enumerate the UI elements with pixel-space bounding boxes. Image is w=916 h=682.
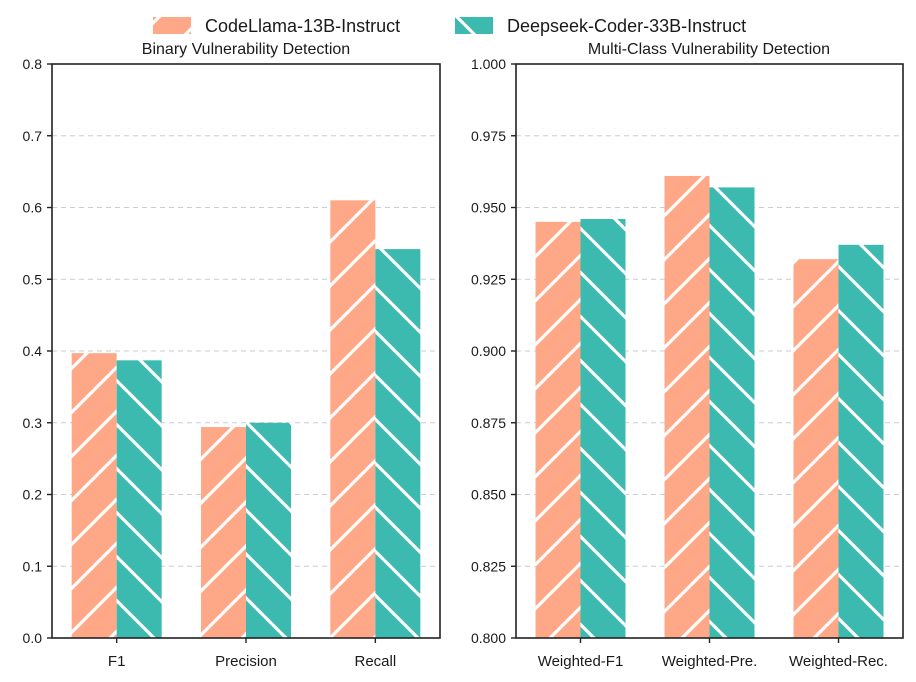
multiclass-ytick-label: 0.950 — [471, 200, 506, 216]
binary-ytick-label: 0.0 — [23, 630, 43, 646]
multiclass-bar-codellama-weighted-f1 — [535, 221, 581, 638]
multiclass-bar-codellama-weighted-pre — [664, 175, 710, 638]
multiclass-detection-title: Multi-Class Vulnerability Detection — [588, 41, 830, 58]
legend-swatch-deepseek — [455, 17, 493, 34]
binary-detection-title: Binary Vulnerability Detection — [142, 41, 350, 58]
binary-ytick-label: 0.4 — [23, 343, 43, 359]
binary-ytick-label: 0.1 — [23, 558, 43, 574]
binary-ytick-label: 0.7 — [23, 128, 43, 144]
binary-ytick-label: 0.6 — [23, 200, 43, 216]
multiclass-ytick-label: 0.800 — [471, 630, 506, 646]
binary-bar-deepseek-f1 — [116, 360, 162, 638]
legend-label-deepseek: Deepseek-Coder-33B-Instruct — [507, 16, 746, 36]
binary-xtick-label-f1: F1 — [108, 653, 126, 670]
multiclass-ytick-label: 1.000 — [471, 56, 506, 72]
binary-xtick-label-recall: Recall — [354, 653, 396, 670]
multiclass-ytick-label: 0.825 — [471, 558, 506, 574]
multiclass-bar-deepseek-weighted-pre — [709, 187, 755, 638]
multiclass-bar-deepseek-weighted-f1 — [580, 218, 626, 639]
multiclass-xtick-label-weighted-rec: Weighted-Rec. — [789, 653, 888, 670]
binary-bar-codellama-f1 — [71, 353, 117, 638]
legend-label-codellama: CodeLlama-13B-Instruct — [205, 16, 400, 36]
multiclass-ytick-label: 0.850 — [471, 487, 506, 503]
multiclass-ytick-label: 0.875 — [471, 415, 506, 431]
binary-ytick-label: 0.8 — [23, 56, 43, 72]
binary-bar-codellama-precision — [201, 427, 246, 638]
legend: CodeLlama-13B-Instruct Deepseek-Coder-33… — [153, 16, 746, 36]
multiclass-ytick-label: 0.975 — [471, 128, 506, 144]
binary-bar-deepseek-precision — [246, 422, 291, 638]
binary-xtick-label-precision: Precision — [215, 653, 277, 670]
binary-ytick-label: 0.5 — [23, 271, 43, 287]
multiclass-ytick-label: 0.925 — [471, 271, 506, 287]
binary-bar-codellama-recall — [330, 200, 376, 638]
multiclass-detection-panel: Multi-Class Vulnerability Detection 0.80… — [471, 41, 904, 670]
binary-detection-panel: Binary Vulnerability Detection 0.0 0.1 0.2… — [23, 41, 441, 670]
multiclass-bar-deepseek-weighted-rec — [838, 244, 884, 638]
multiclass-bar-codellama-weighted-rec — [793, 259, 839, 638]
multiclass-xtick-label-weighted-pre: Weighted-Pre. — [662, 653, 758, 670]
multiclass-xtick-label-weighted-f1: Weighted-F1 — [538, 653, 624, 670]
multiclass-ytick-label: 0.900 — [471, 343, 506, 359]
binary-ytick-label: 0.3 — [23, 415, 43, 431]
binary-ytick-label: 0.2 — [23, 487, 43, 503]
binary-bar-deepseek-recall — [375, 249, 421, 639]
legend-swatch-codellama — [153, 17, 191, 34]
